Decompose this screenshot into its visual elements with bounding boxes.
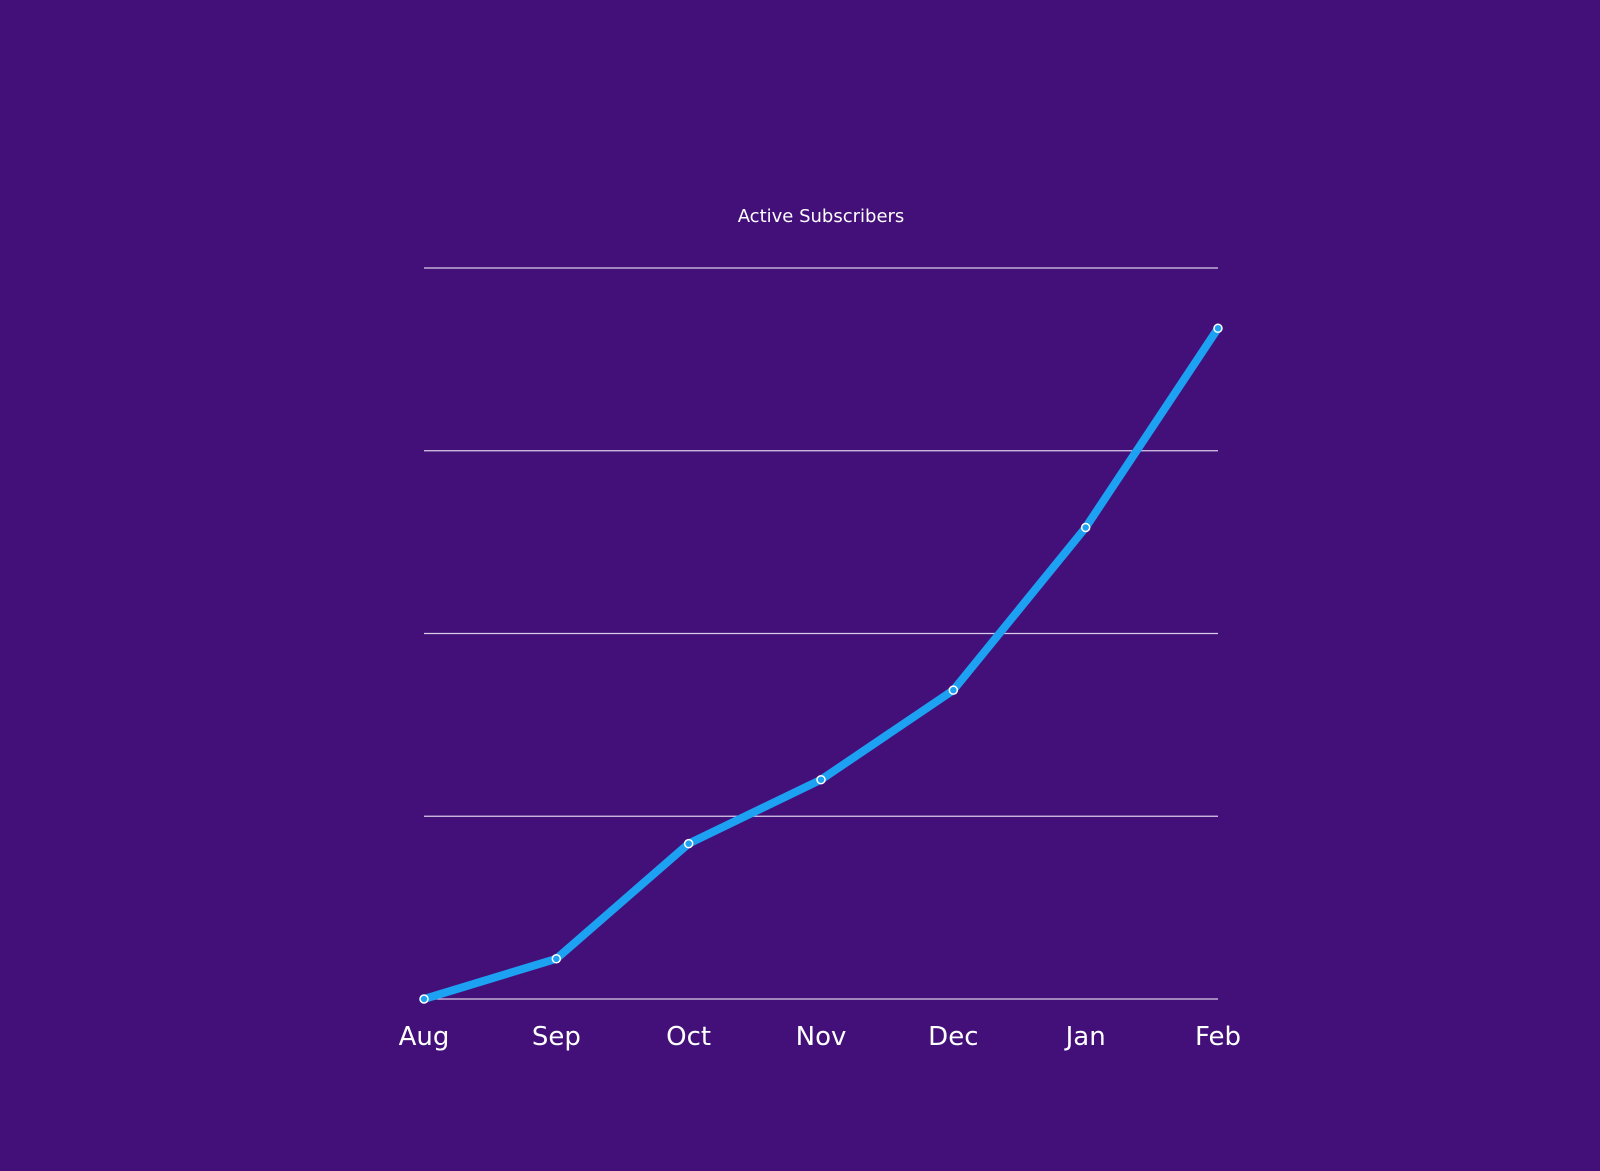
x-tick-label-sep: Sep — [532, 1022, 581, 1052]
data-point-nov[interactable] — [816, 774, 826, 785]
x-tick-label-aug: Aug — [399, 1022, 450, 1052]
data-point-feb[interactable] — [1213, 323, 1223, 334]
series-line-0 — [420, 324, 1222, 1003]
x-tick-label-nov: Nov — [796, 1022, 847, 1052]
x-axis-tick-labels: Aug Sep Oct Nov Dec Jan Feb — [399, 1022, 1241, 1052]
x-tick-label-jan: Jan — [1064, 1022, 1106, 1052]
gridlines — [424, 267, 1218, 1000]
x-tick-label-feb: Feb — [1195, 1022, 1241, 1052]
chart-title: Active Subscribers — [738, 206, 905, 227]
data-point-oct[interactable] — [683, 838, 694, 849]
data-point-jan[interactable] — [1080, 522, 1091, 533]
data-point-sep[interactable] — [551, 954, 562, 964]
x-tick-label-oct: Oct — [666, 1022, 711, 1052]
data-point-dec[interactable] — [948, 685, 959, 695]
x-tick-label-dec: Dec — [928, 1022, 978, 1052]
series-group — [419, 323, 1223, 1004]
data-point-aug[interactable] — [419, 994, 429, 1004]
